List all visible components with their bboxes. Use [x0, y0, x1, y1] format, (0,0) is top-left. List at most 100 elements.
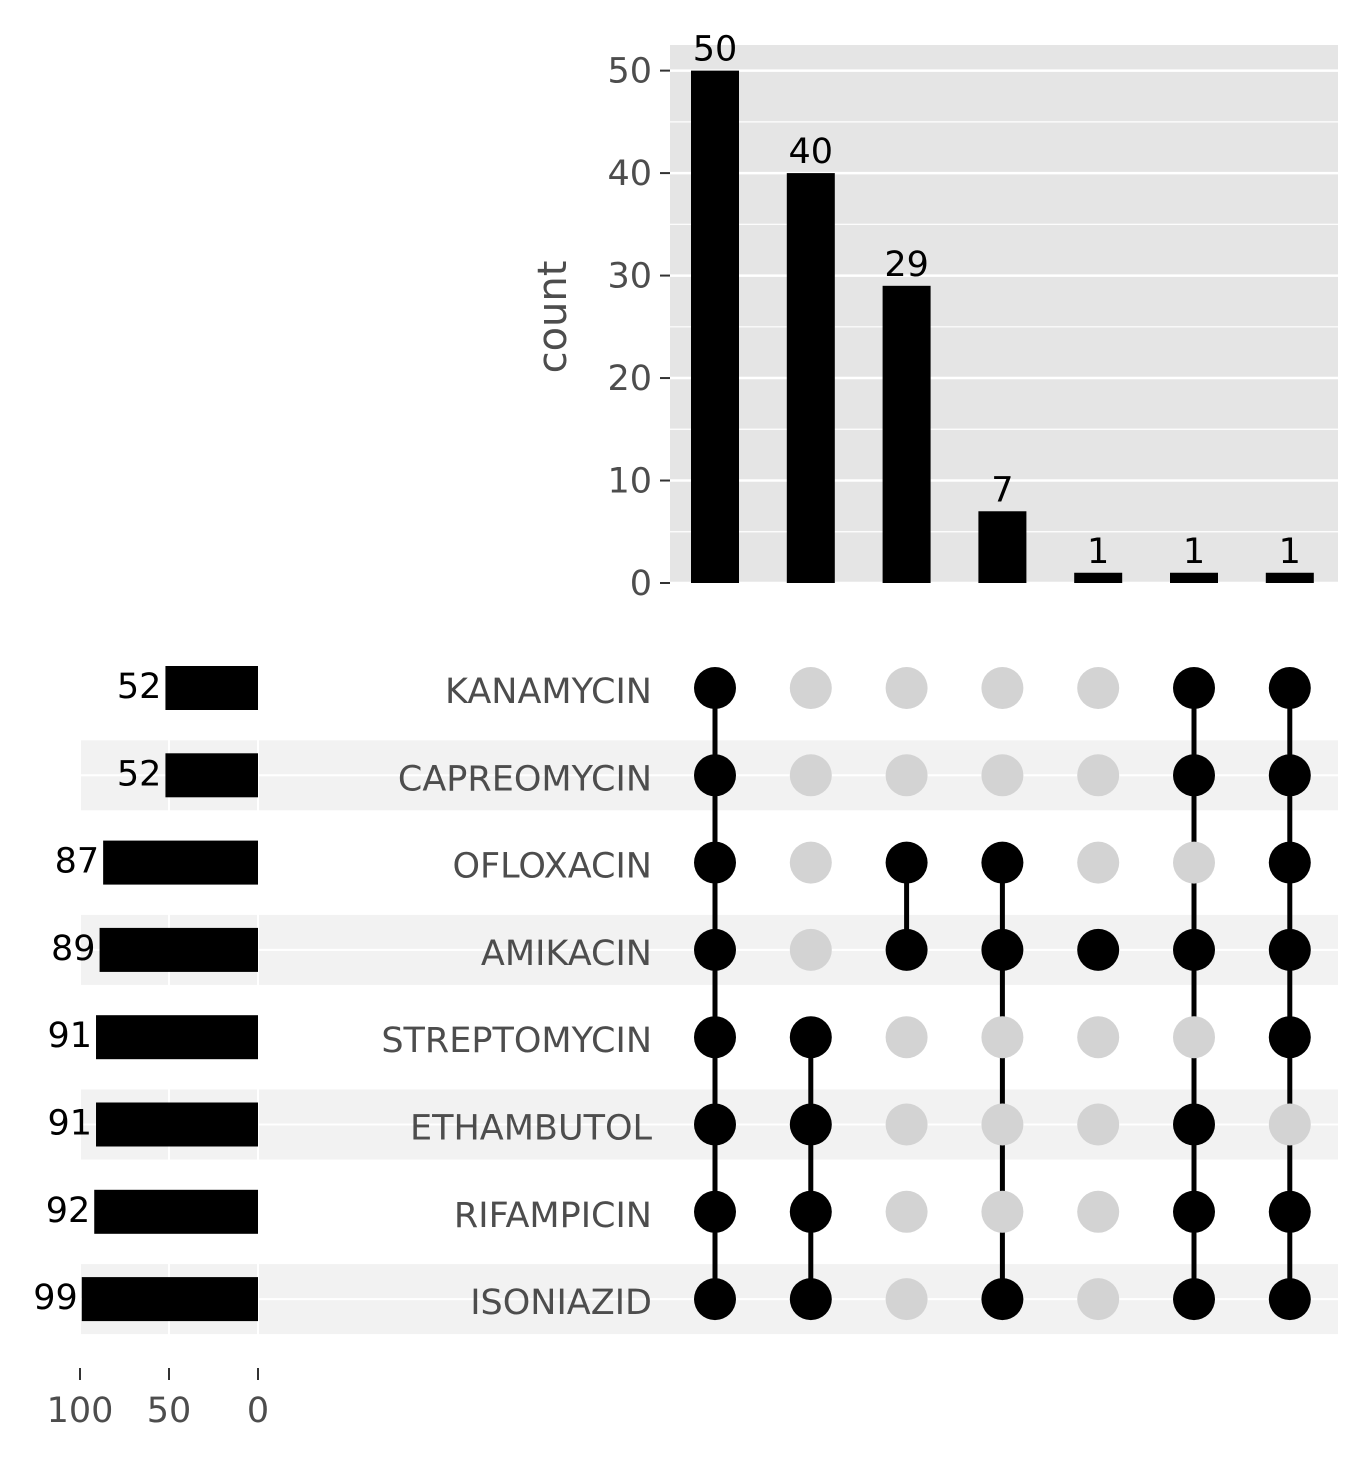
- matrix-dot-active: [981, 1278, 1024, 1321]
- set-size-label: 92: [46, 1191, 91, 1231]
- matrix-dot-active: [1268, 841, 1311, 884]
- intersection-bar: [882, 285, 931, 583]
- set-size-tick-label: 50: [147, 1391, 192, 1431]
- matrix-dot-active: [694, 1103, 736, 1146]
- set-name-label: ISONIAZID: [470, 1283, 652, 1323]
- matrix-dot-active: [694, 928, 736, 971]
- matrix-dot-inactive: [1077, 841, 1120, 884]
- y-tick-label: 30: [607, 257, 652, 297]
- matrix-dot-inactive: [981, 1016, 1024, 1059]
- matrix-dot-inactive: [885, 1278, 928, 1321]
- matrix-dot-inactive: [885, 1103, 928, 1146]
- intersection-bar: [1265, 572, 1314, 583]
- y-tick-label: 50: [607, 52, 652, 92]
- intersection-count-label: 29: [884, 245, 929, 285]
- matrix-dot-inactive: [981, 754, 1024, 797]
- matrix-dot-active: [1268, 667, 1311, 709]
- intersection-bar: [786, 173, 835, 583]
- matrix-dot-active: [1173, 1278, 1215, 1321]
- mark-layer: [81, 70, 1314, 1322]
- matrix-dot-active: [1173, 928, 1215, 971]
- y-tick-label: 40: [607, 154, 652, 194]
- matrix-dot-inactive: [1077, 667, 1120, 709]
- set-size-label: 52: [117, 667, 162, 707]
- set-size-bar: [165, 666, 258, 710]
- matrix-dot-active: [1268, 1190, 1311, 1233]
- matrix-dot-inactive: [789, 928, 832, 971]
- set-size-bar: [94, 1189, 259, 1234]
- intersection-count-label: 1: [1183, 532, 1205, 572]
- intersection-bar: [978, 511, 1027, 583]
- set-size-bar: [103, 840, 258, 885]
- text-layer: 0 10 20 30 40 50 50 40 29 7 1 1 1 100 50 0 52 KANAMYCIN 52…: [33, 30, 1301, 1431]
- matrix-dot-active: [1268, 928, 1311, 971]
- matrix-dot-active: [694, 1016, 736, 1059]
- set-name-label: RIFAMPICIN: [454, 1196, 652, 1236]
- set-size-tick-label: 100: [47, 1391, 114, 1431]
- matrix-dot-active: [1268, 754, 1311, 797]
- matrix-dot-active: [1268, 1278, 1311, 1321]
- matrix-dot-inactive: [789, 841, 832, 884]
- matrix-dot-inactive: [981, 1103, 1024, 1146]
- y-tick-label: 0: [630, 564, 652, 604]
- matrix-dot-inactive: [981, 667, 1024, 709]
- matrix-dot-active: [789, 1016, 832, 1059]
- set-size-bar: [165, 753, 258, 798]
- matrix-dot-inactive: [789, 754, 832, 797]
- matrix-dot-inactive: [1077, 1016, 1120, 1059]
- matrix-dot-active: [981, 841, 1024, 884]
- set-size-label: 91: [47, 1104, 92, 1144]
- set-size-label: 87: [55, 842, 100, 882]
- set-name-label: STREPTOMYCIN: [381, 1021, 652, 1061]
- set-size-label: 91: [47, 1016, 92, 1056]
- y-tick-label: 10: [607, 462, 652, 502]
- matrix-dot-active: [1173, 1190, 1215, 1233]
- set-name-label: OFLOXACIN: [453, 847, 653, 887]
- matrix-dot-active: [981, 928, 1024, 971]
- y-tick-label: 20: [607, 359, 652, 399]
- set-size-label: 52: [117, 754, 162, 794]
- matrix-dot-inactive: [885, 667, 928, 709]
- intersection-bar: [1170, 572, 1218, 583]
- y-axis-label: count: [530, 261, 576, 374]
- set-name-label: KANAMYCIN: [445, 672, 652, 712]
- set-size-bar: [96, 1015, 259, 1060]
- matrix-dot-inactive: [885, 1016, 928, 1059]
- matrix-dot-inactive: [885, 1190, 928, 1233]
- matrix-dot-inactive: [1077, 1190, 1120, 1233]
- matrix-dot-active: [789, 1278, 832, 1321]
- set-name-label: ETHAMBUTOL: [410, 1109, 653, 1149]
- matrix-dot-active: [1268, 1016, 1311, 1059]
- set-size-bar: [96, 1102, 259, 1147]
- matrix-dot-inactive: [789, 667, 832, 709]
- matrix-dot-active: [1173, 1103, 1215, 1146]
- matrix-dot-inactive: [1077, 1278, 1120, 1321]
- intersection-count-label: 1: [1279, 532, 1301, 572]
- intersection-count-label: 40: [789, 132, 834, 172]
- matrix-dot-inactive: [981, 1190, 1024, 1233]
- set-size-tick-label: 0: [247, 1391, 269, 1431]
- matrix-dot-active: [694, 1190, 736, 1233]
- matrix-dot-active: [789, 1103, 832, 1146]
- plot-panel: [670, 45, 1338, 583]
- matrix-dot-active: [789, 1190, 832, 1233]
- matrix-dot-active: [1173, 754, 1215, 797]
- matrix-dot-inactive: [885, 754, 928, 797]
- set-size-bar: [81, 1277, 258, 1322]
- intersection-bar: [1074, 572, 1123, 583]
- matrix-dot-active: [1077, 928, 1120, 971]
- matrix-dot-inactive: [1077, 754, 1120, 797]
- set-name-label: CAPREOMYCIN: [398, 759, 652, 799]
- set-name-label: AMIKACIN: [481, 934, 652, 974]
- matrix-dot-inactive: [1268, 1103, 1311, 1146]
- intersection-count-label: 50: [693, 30, 738, 70]
- matrix-dot-active: [694, 667, 736, 709]
- matrix-dot-active: [694, 754, 736, 797]
- matrix-dot-active: [885, 928, 928, 971]
- matrix-dot-inactive: [1173, 1016, 1215, 1059]
- matrix-dot-inactive: [1077, 1103, 1120, 1146]
- intersection-bar: [691, 70, 739, 584]
- matrix-dot-inactive: [1173, 841, 1215, 884]
- set-size-label: 99: [33, 1278, 78, 1318]
